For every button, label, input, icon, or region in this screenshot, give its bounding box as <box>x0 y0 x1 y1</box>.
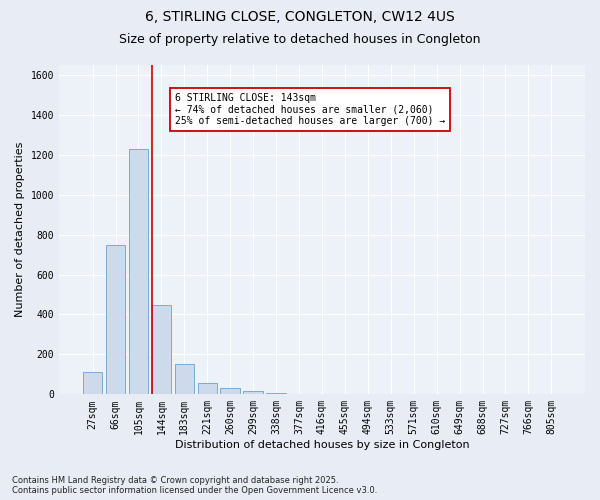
Bar <box>220 388 240 394</box>
Bar <box>106 244 125 394</box>
Text: 6, STIRLING CLOSE, CONGLETON, CW12 4US: 6, STIRLING CLOSE, CONGLETON, CW12 4US <box>145 10 455 24</box>
Bar <box>175 364 194 394</box>
Bar <box>83 372 103 394</box>
Text: Size of property relative to detached houses in Congleton: Size of property relative to detached ho… <box>119 32 481 46</box>
X-axis label: Distribution of detached houses by size in Congleton: Distribution of detached houses by size … <box>175 440 469 450</box>
Y-axis label: Number of detached properties: Number of detached properties <box>15 142 25 318</box>
Bar <box>129 149 148 394</box>
Bar <box>152 304 171 394</box>
Text: Contains HM Land Registry data © Crown copyright and database right 2025.
Contai: Contains HM Land Registry data © Crown c… <box>12 476 377 495</box>
Bar <box>244 392 263 394</box>
Bar <box>197 384 217 394</box>
Text: 6 STIRLING CLOSE: 143sqm
← 74% of detached houses are smaller (2,060)
25% of sem: 6 STIRLING CLOSE: 143sqm ← 74% of detach… <box>175 93 445 126</box>
